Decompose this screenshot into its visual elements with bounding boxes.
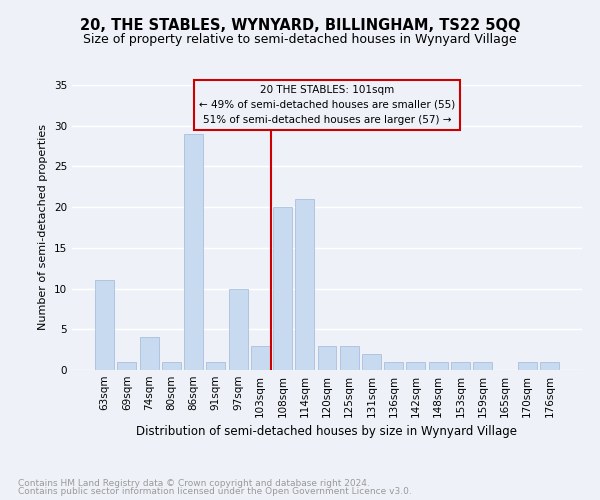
Text: 20, THE STABLES, WYNYARD, BILLINGHAM, TS22 5QQ: 20, THE STABLES, WYNYARD, BILLINGHAM, TS… bbox=[80, 18, 520, 32]
Bar bbox=[384, 362, 403, 370]
Bar bbox=[140, 338, 158, 370]
Bar bbox=[229, 288, 248, 370]
Bar bbox=[206, 362, 225, 370]
Bar bbox=[295, 199, 314, 370]
Bar bbox=[95, 280, 114, 370]
Text: Size of property relative to semi-detached houses in Wynyard Village: Size of property relative to semi-detach… bbox=[83, 32, 517, 46]
Bar bbox=[362, 354, 381, 370]
Bar bbox=[518, 362, 536, 370]
Text: Contains HM Land Registry data © Crown copyright and database right 2024.: Contains HM Land Registry data © Crown c… bbox=[18, 478, 370, 488]
Bar bbox=[273, 207, 292, 370]
Bar bbox=[317, 346, 337, 370]
Bar bbox=[118, 362, 136, 370]
Text: 20 THE STABLES: 101sqm
← 49% of semi-detached houses are smaller (55)
51% of sem: 20 THE STABLES: 101sqm ← 49% of semi-det… bbox=[199, 85, 455, 124]
Bar bbox=[251, 346, 270, 370]
Bar bbox=[540, 362, 559, 370]
Bar bbox=[473, 362, 492, 370]
Bar bbox=[162, 362, 181, 370]
X-axis label: Distribution of semi-detached houses by size in Wynyard Village: Distribution of semi-detached houses by … bbox=[137, 426, 517, 438]
Bar bbox=[340, 346, 359, 370]
Y-axis label: Number of semi-detached properties: Number of semi-detached properties bbox=[38, 124, 49, 330]
Bar bbox=[184, 134, 203, 370]
Bar bbox=[429, 362, 448, 370]
Bar bbox=[451, 362, 470, 370]
Bar bbox=[406, 362, 425, 370]
Text: Contains public sector information licensed under the Open Government Licence v3: Contains public sector information licen… bbox=[18, 487, 412, 496]
